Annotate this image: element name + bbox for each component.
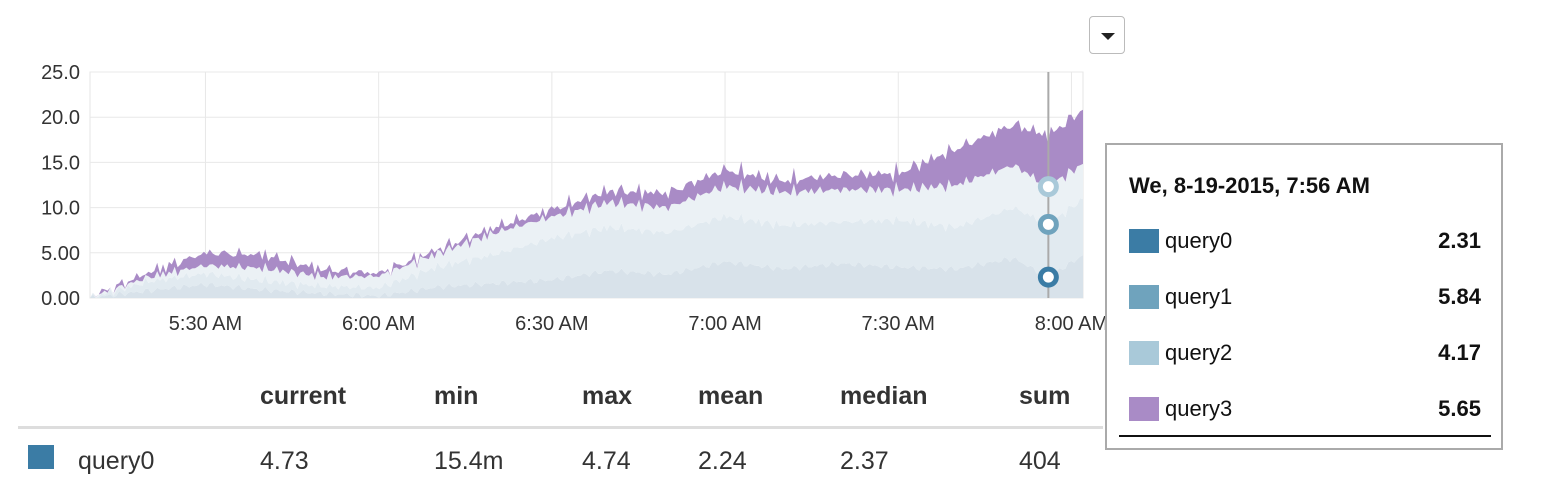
series-color-swatch (1129, 285, 1159, 309)
x-tick-label: 6:00 AM (342, 313, 415, 335)
tooltip-series-name: query2 (1165, 340, 1233, 365)
chart-areas (90, 109, 1083, 298)
stats-table: current min max mean median sum query0 4… (18, 372, 1103, 479)
x-tick-label: 7:00 AM (688, 313, 761, 335)
hover-marker-query1 (1037, 213, 1059, 235)
y-tick-label: 0.00 (41, 288, 80, 310)
stats-min: 15.4m (434, 447, 504, 475)
tooltip-row-query1: query1 5.84 (1129, 281, 1481, 311)
stats-header-sum: sum (1019, 382, 1071, 410)
tooltip-series-value: 2.31 (1438, 228, 1481, 253)
x-tick-label: 8:00 AM (1035, 313, 1108, 335)
tooltip-row-query0: query0 2.31 (1129, 225, 1481, 255)
stats-header-min: min (434, 382, 479, 410)
hover-marker-query0 (1037, 266, 1059, 288)
y-tick-label: 10.0 (41, 198, 80, 220)
x-tick-label: 7:30 AM (862, 313, 935, 335)
series-color-swatch (1129, 397, 1159, 421)
y-tick-label: 25.0 (41, 62, 80, 84)
tooltip-series-name: query1 (1165, 284, 1233, 309)
series-color-swatch (28, 445, 54, 469)
tooltip-divider (1119, 435, 1491, 437)
tooltip-series-value: 5.65 (1438, 396, 1481, 421)
stats-header-median: median (840, 382, 928, 410)
stats-sum: 404 (1019, 447, 1061, 475)
stats-header-current: current (260, 382, 347, 410)
tooltip-row-query3: query3 5.65 (1129, 393, 1481, 423)
tooltip-title: We, 8-19-2015, 7:56 AM (1129, 173, 1370, 198)
chart-axes: 0.00 5.00 10.0 15.0 20.0 25.0 5:30 AM 6:00 AM 6:… (41, 62, 1108, 335)
series-color-swatch (1129, 229, 1159, 253)
y-tick-label: 5.00 (41, 243, 80, 265)
caret-down-icon (1101, 33, 1115, 40)
x-tick-label: 6:30 AM (515, 313, 588, 335)
tooltip-series-name: query3 (1165, 396, 1233, 421)
tooltip-series-value: 4.17 (1438, 340, 1481, 365)
stats-header-mean: mean (698, 382, 764, 410)
y-tick-label: 20.0 (41, 107, 80, 129)
x-tick-label: 5:30 AM (169, 313, 242, 335)
area-series-query0 (90, 255, 1083, 298)
stats-series-name: query0 (78, 447, 155, 475)
tooltip-row-query2: query2 4.17 (1129, 337, 1481, 367)
tooltip-series-name: query0 (1165, 228, 1233, 253)
area-series-query2 (90, 163, 1083, 298)
area-series-query1 (90, 198, 1083, 298)
stats-current: 4.73 (260, 447, 309, 475)
stats-max: 4.74 (582, 447, 631, 475)
hover-indicator (1037, 72, 1059, 298)
hover-marker-query2 (1037, 176, 1059, 198)
stats-header-max: max (582, 382, 633, 410)
tooltip-series-value: 5.84 (1438, 284, 1481, 309)
stats-row[interactable]: query0 4.73 15.4m 4.74 2.24 2.37 404 (18, 429, 1103, 479)
stats-header-row: current min max mean median sum (18, 372, 1103, 429)
y-tick-label: 15.0 (41, 152, 80, 174)
series-color-swatch (1129, 341, 1159, 365)
hover-tooltip: We, 8-19-2015, 7:56 AM query0 2.31 query… (1105, 143, 1503, 450)
chart-menu-dropdown-button[interactable] (1089, 16, 1125, 54)
stats-mean: 2.24 (698, 447, 747, 475)
stats-median: 2.37 (840, 447, 889, 475)
